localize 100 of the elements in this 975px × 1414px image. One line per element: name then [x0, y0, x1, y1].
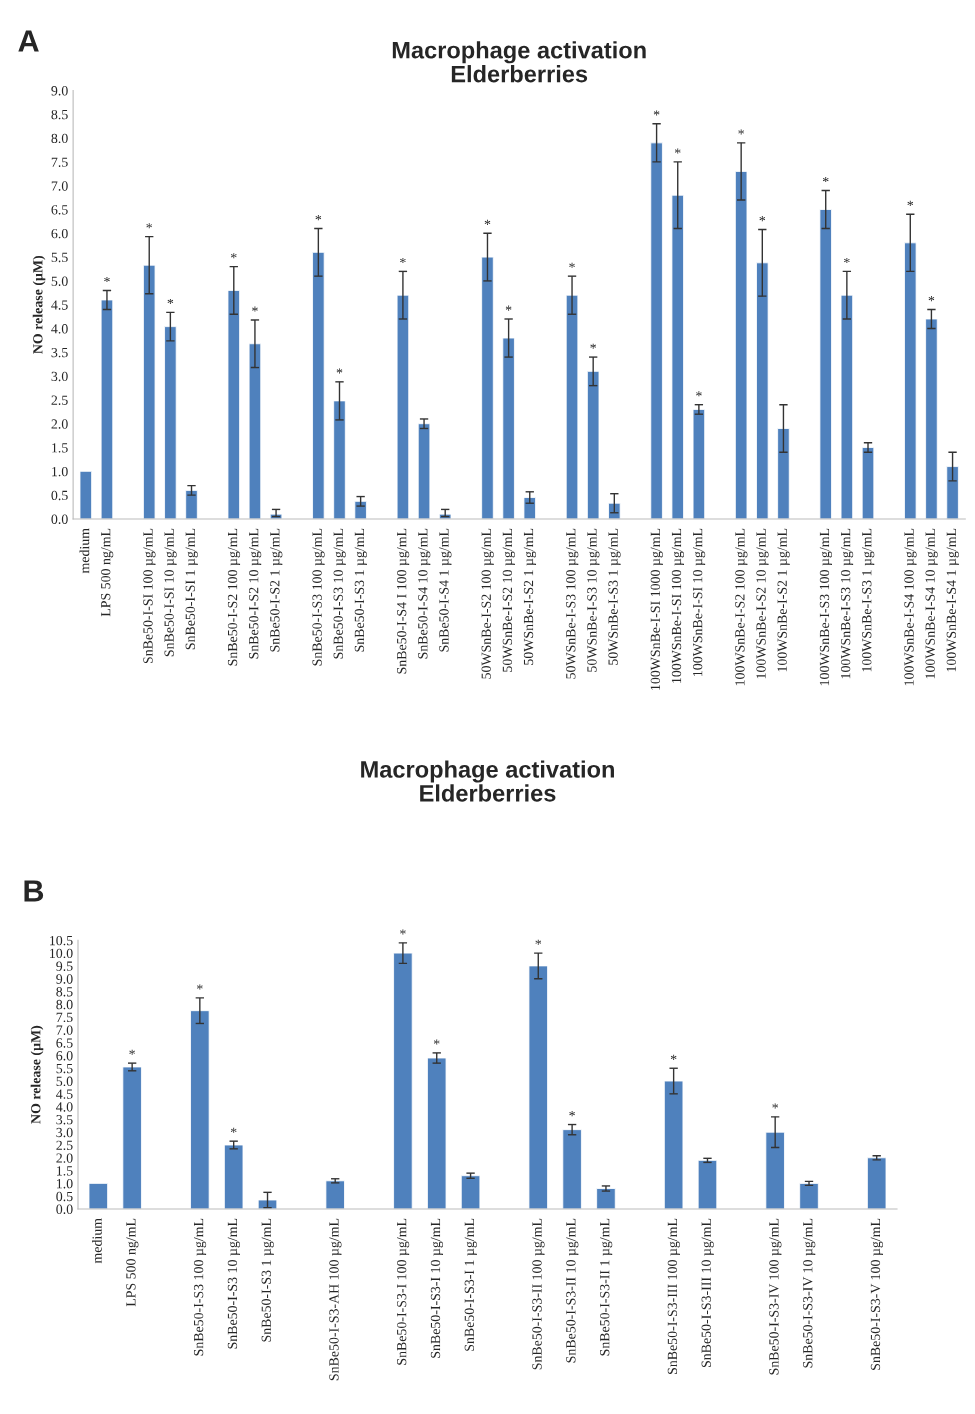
data-label: *	[315, 215, 322, 221]
x-tick-label: 100WSnBe-I-SI 1000 µg/mL	[650, 528, 663, 690]
bar	[460, 1175, 481, 1209]
x-tick-label: SnBe50-I-S3 1 µg/mL	[261, 1218, 274, 1342]
x-tick-label: SnBe50-I-S3 100 µg/mL	[193, 1218, 207, 1356]
y-tick-label: 6.0	[51, 228, 68, 239]
data-label: *	[772, 1103, 778, 1109]
bar	[697, 1159, 718, 1209]
y-tick-label: 4.5	[51, 300, 68, 310]
x-tick-label: SnBe50-I-S2 10 µg/mL	[249, 528, 262, 659]
y-tick-label: 9.0	[51, 86, 68, 96]
bar	[608, 502, 621, 519]
bar	[765, 1131, 785, 1209]
x-tick-label: medium	[92, 1218, 102, 1264]
data-label: *	[928, 296, 935, 302]
bar	[190, 1010, 210, 1209]
bar	[861, 447, 875, 519]
data-label: *	[907, 200, 914, 206]
y-tick-label: 5.5	[56, 1063, 73, 1074]
bar	[799, 1182, 819, 1209]
x-tick-label: SnBe50-I-S3-I 10 µg/mL	[430, 1218, 444, 1358]
bar	[777, 428, 790, 519]
bar	[164, 326, 177, 519]
x-tick-label: SnBe50-I-S3-III 100 µg/mL	[667, 1218, 680, 1374]
x-tick-label: SnBe50-I-S4 10 µg/mL	[418, 528, 431, 659]
y-axis-title: NO release (µM)	[32, 255, 46, 354]
x-tick-label: SnBe50-I-S3 1 µg/mL	[354, 528, 367, 652]
data-label: *	[569, 262, 575, 268]
bar	[904, 242, 917, 519]
x-tick-label: SnBe50-I-S3-V 100 µg/mL	[870, 1218, 883, 1370]
bar	[333, 400, 346, 519]
y-tick-label: 0.5	[51, 490, 68, 501]
data-label: *	[197, 984, 203, 990]
bar	[100, 299, 114, 519]
bar	[562, 1129, 582, 1209]
y-tick-label: 6.5	[51, 205, 68, 215]
x-tick-label: 100WSnBe-I-SI 100 µg/mL	[671, 528, 685, 683]
y-tick-label: 0.0	[51, 514, 68, 524]
text: A	[18, 30, 39, 52]
y-tick-label: 2.5	[51, 395, 68, 405]
y-tick-label: 5.0	[56, 1076, 73, 1087]
x-tick-label: LPS 500 ng/mL	[101, 528, 114, 617]
x-tick-label: 50WSnBe-I-S3 1 µg/mL	[608, 528, 621, 665]
bar	[88, 1182, 109, 1209]
data-label: *	[670, 1054, 677, 1060]
bar	[840, 294, 854, 519]
x-tick-label: SnBe50-I-S3-IV 100 µg/mL	[769, 1218, 782, 1375]
x-tick-label: 50WSnBe-I-S3 100 µg/mL	[566, 528, 579, 679]
bar	[325, 1180, 345, 1209]
bar	[523, 497, 536, 519]
data-label: *	[252, 306, 258, 312]
data-label: *	[569, 1111, 575, 1117]
y-tick-label: 8.5	[51, 109, 68, 120]
bar	[79, 470, 93, 519]
bar	[396, 294, 410, 519]
x-tick-label: 50WSnBe-I-S2 100 µg/mL	[481, 528, 494, 679]
data-label: *	[400, 929, 406, 935]
x-tick-label: SnBe50-I-S3 10 µg/mL	[227, 1218, 240, 1349]
bar	[248, 343, 262, 519]
data-label: *	[104, 276, 110, 283]
x-tick-label: 100WSnBe-I-S2 100 µg/mL	[735, 528, 748, 686]
x-tick-label: SnBe50-I-SI 1 µg/mL	[185, 528, 198, 650]
data-label: *	[590, 343, 596, 349]
bar	[586, 370, 600, 519]
data-label: *	[822, 177, 829, 183]
x-tick-label: 100WSnBe-I-S2 10 µg/mL	[756, 528, 769, 679]
data-label: *	[535, 939, 542, 945]
y-tick-label: 2.5	[56, 1140, 73, 1151]
chart-title: Macrophage activation Elderberries	[361, 760, 614, 802]
data-label: *	[336, 368, 343, 374]
x-tick-label: 50WSnBe-I-S2 1 µg/mL	[523, 528, 537, 665]
data-label: *	[146, 223, 153, 229]
x-tick-label: SnBe50-I-S3-II 1 µg/mL	[600, 1218, 613, 1356]
x-tick-label: 100WSnBe-I-SI 10 µg/mL	[692, 528, 706, 676]
bar	[692, 409, 706, 519]
data-label: *	[167, 298, 174, 304]
y-tick-label: 7.5	[51, 157, 68, 167]
x-tick-label: SnBe50-I-S3-II 10 µg/mL	[566, 1218, 579, 1363]
y-tick-label: 4.0	[51, 324, 68, 334]
y-tick-label: 1.5	[57, 1166, 73, 1176]
bar	[312, 251, 325, 519]
y-tick-label: 7.0	[51, 181, 68, 191]
data-label: *	[505, 305, 512, 311]
data-label: *	[129, 1049, 135, 1055]
y-tick-label: 0.0	[56, 1204, 73, 1214]
y-tick-label: 1.5	[52, 443, 68, 453]
bar	[143, 264, 156, 519]
bar	[819, 209, 832, 519]
data-label: *	[844, 257, 850, 264]
data-label: *	[484, 219, 491, 225]
y-axis-title: NO release (µM)	[30, 1025, 44, 1124]
bar	[925, 318, 938, 519]
bar	[223, 1144, 244, 1209]
chart-title: Macrophage activation Elderberries	[392, 41, 646, 83]
bar	[866, 1157, 887, 1209]
x-tick-label: SnBe50-I-S3 10 µg/mL	[333, 528, 346, 659]
x-tick-label: LPS 500 ng/mL	[126, 1218, 139, 1307]
bar	[481, 256, 494, 519]
bar	[427, 1057, 447, 1209]
data-label: *	[696, 391, 702, 397]
